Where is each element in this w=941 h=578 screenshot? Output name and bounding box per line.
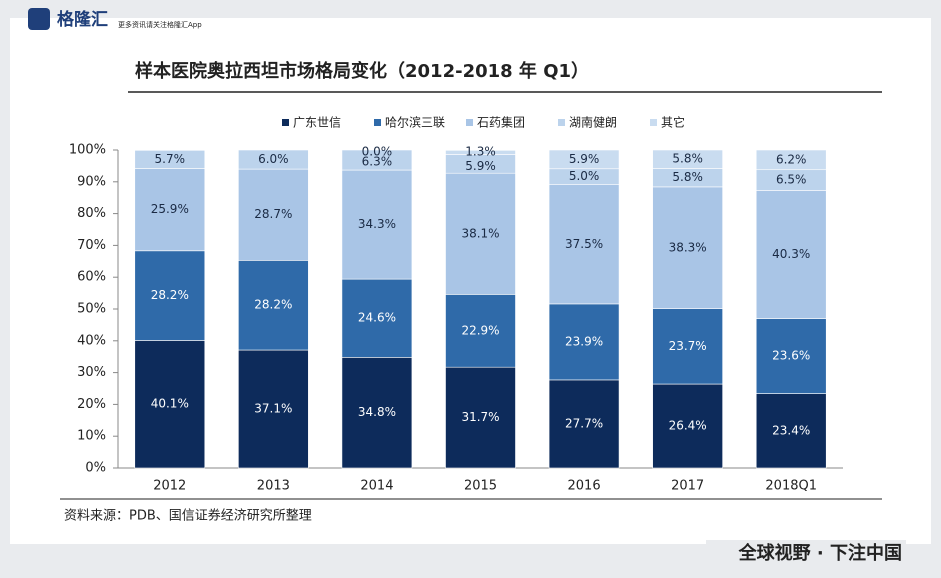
bar-segment: [238, 149, 309, 170]
value-label: 28.2%: [151, 288, 189, 302]
bar-segment: [652, 308, 723, 385]
footer-box: [706, 540, 906, 568]
x-tick-label: 2013: [257, 479, 290, 494]
chart-title: 样本医院奥拉西坦市场格局变化（2012-2018 年 Q1）: [135, 60, 589, 82]
bar-segment: [238, 260, 309, 351]
legend-swatch: [282, 119, 289, 126]
value-label: 28.2%: [254, 298, 292, 312]
y-tick-label: 90%: [77, 174, 106, 189]
footer: 全球视野 · 下注中国: [738, 542, 902, 564]
x-tick-label: 2012: [153, 479, 186, 494]
source: 资料来源：PDB、国信证券经济研究所整理: [64, 508, 312, 524]
value-label: 5.7%: [155, 152, 186, 166]
value-label: 6.2%: [776, 152, 807, 166]
bar-segment: [755, 318, 827, 394]
value-label: 0.0%: [362, 145, 393, 159]
bar-segment: [134, 168, 206, 252]
x-tick-label: 2018Q1: [765, 479, 817, 494]
bar-segment: [134, 340, 206, 469]
value-label: 38.3%: [669, 240, 707, 254]
value-label: 6.0%: [258, 152, 289, 166]
bar-segment: [548, 303, 620, 381]
bar-segment: [548, 184, 620, 305]
bar-segment: [445, 150, 516, 155]
logo-icon: [28, 8, 50, 30]
x-tick-label: 2015: [464, 479, 497, 494]
legend-swatch: [558, 119, 565, 126]
legend-label: 湖南健朗: [569, 115, 617, 130]
y-tick-label: 40%: [77, 333, 106, 348]
bar-segment: [548, 149, 620, 170]
x-tick-label: 2016: [568, 479, 601, 494]
y-tick-label: 30%: [77, 365, 106, 380]
legend-swatch: [650, 119, 657, 126]
x-tick-label: 2017: [671, 479, 704, 494]
bar-segment: [652, 186, 723, 309]
value-label: 24.6%: [358, 311, 396, 325]
logo: 格隆汇: [57, 9, 108, 30]
bar-segment: [652, 149, 723, 169]
bar-segment: [445, 366, 516, 469]
value-label: 23.9%: [565, 334, 603, 348]
bar-segment: [341, 149, 413, 171]
bar-segment: [445, 172, 516, 295]
value-label: 6.5%: [776, 173, 807, 187]
value-label: 37.1%: [254, 402, 292, 416]
bar-segment: [548, 379, 620, 469]
value-label: 5.8%: [672, 152, 703, 166]
bar-segment: [341, 169, 413, 280]
bar-segment: [341, 357, 413, 469]
value-label: 28.7%: [254, 207, 292, 221]
value-label: 5.0%: [569, 169, 600, 183]
legend-label: 石药集团: [477, 115, 525, 130]
value-label: 38.1%: [461, 226, 499, 240]
legend-label: 哈尔滨三联: [385, 115, 445, 130]
value-label: 1.3%: [465, 145, 496, 159]
bar-segment: [134, 150, 206, 169]
x-tick-label: 2014: [360, 479, 393, 494]
value-label: 31.7%: [461, 410, 499, 424]
value-label: 23.6%: [772, 349, 810, 363]
bar-segment: [238, 168, 309, 261]
value-label: 5.9%: [569, 152, 600, 166]
value-label: 34.3%: [358, 217, 396, 231]
value-label: 22.9%: [461, 323, 499, 337]
value-label: 40.1%: [151, 397, 189, 411]
bar-segment: [134, 250, 206, 341]
bar-segment: [755, 190, 827, 319]
value-label: 23.7%: [669, 339, 707, 353]
bar-segment: [755, 149, 827, 171]
y-tick-label: 10%: [77, 429, 106, 444]
y-tick-label: 20%: [77, 397, 106, 412]
value-label: 26.4%: [669, 419, 707, 433]
legend-swatch: [374, 119, 381, 126]
value-label: 25.9%: [151, 202, 189, 216]
value-label: 23.4%: [772, 423, 810, 437]
y-tick-label: 100%: [69, 143, 106, 158]
bar-segment: [652, 383, 723, 469]
bar-segment: [341, 278, 413, 358]
y-tick-label: 70%: [77, 238, 106, 253]
legend-label: 广东世信: [293, 116, 341, 130]
value-label: 6.3%: [362, 155, 393, 169]
bar-segment: [755, 393, 827, 469]
y-tick-label: 50%: [77, 302, 106, 317]
value-label: 37.5%: [565, 237, 603, 251]
tagline: 更多资讯请关注格隆汇App: [118, 20, 202, 29]
value-label: 27.7%: [565, 416, 603, 430]
value-label: 5.8%: [672, 170, 703, 184]
y-tick-label: 80%: [77, 206, 106, 221]
value-label: 5.9%: [465, 159, 496, 173]
y-tick-label: 0%: [85, 461, 106, 476]
value-label: 34.8%: [358, 405, 396, 419]
y-tick-label: 60%: [77, 270, 106, 285]
legend-swatch: [466, 119, 473, 126]
bar-segment: [445, 294, 516, 368]
value-label: 40.3%: [772, 247, 810, 261]
bar-segment: [238, 349, 309, 469]
legend-label: 其它: [661, 115, 685, 130]
